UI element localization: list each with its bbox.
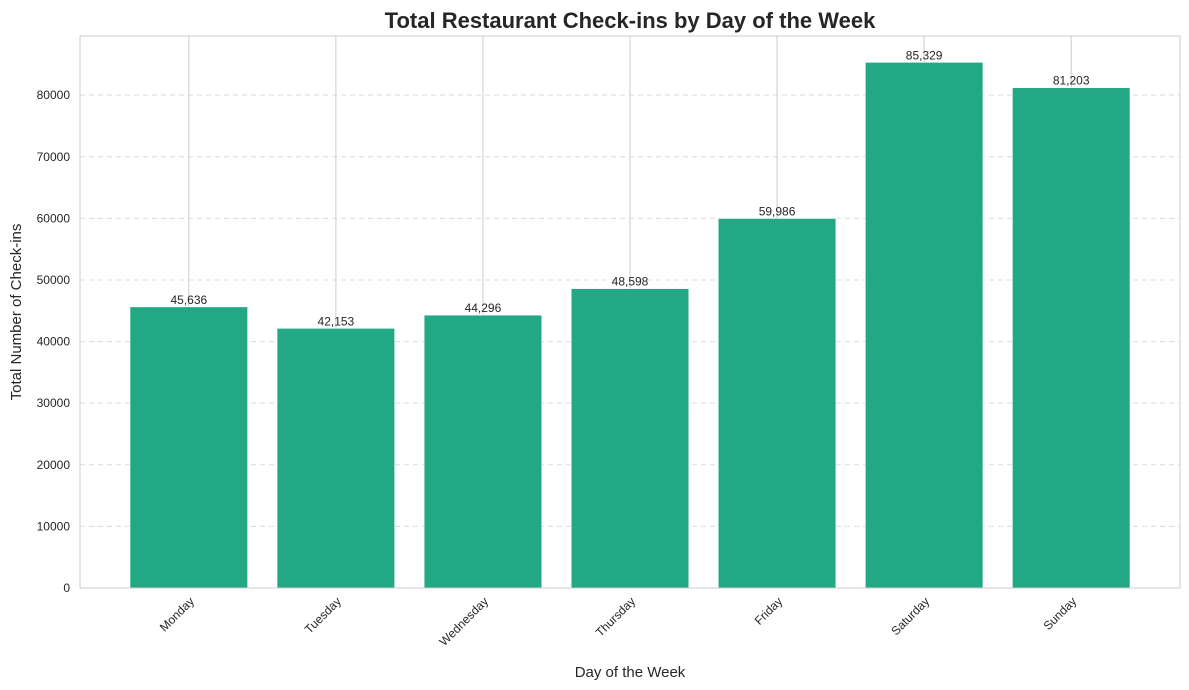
data-label: 48,598: [612, 275, 649, 289]
x-tick-label: Saturday: [888, 594, 932, 638]
bar-monday: [129, 306, 248, 589]
x-tick-label: Monday: [157, 594, 197, 634]
x-axis-label: Day of the Week: [575, 664, 686, 681]
bar-wednesday: [423, 314, 543, 589]
x-tick-label: Thursday: [593, 594, 638, 639]
y-axis-label: Total Number of Check-ins: [8, 224, 25, 401]
chart-title: Total Restaurant Check-ins by Day of the…: [385, 8, 876, 33]
data-label: 44,296: [465, 301, 502, 315]
bar-saturday: [864, 62, 984, 589]
y-tick-label: 10000: [37, 519, 71, 533]
y-tick-label: 20000: [37, 458, 71, 472]
data-label: 42,153: [318, 314, 355, 328]
y-tick-label: 0: [63, 581, 70, 595]
x-tick-label: Wednesday: [437, 594, 492, 649]
data-label: 81,203: [1053, 74, 1090, 88]
y-tick-label: 80000: [37, 88, 71, 102]
y-tick-label: 40000: [37, 335, 71, 349]
x-tick-label: Tuesday: [302, 594, 344, 636]
plot-frame: [79, 35, 1181, 589]
bar-tuesday: [276, 328, 396, 589]
bar-thursday: [570, 288, 690, 589]
data-label: 45,636: [170, 293, 207, 307]
bar-sunday: [1012, 87, 1131, 589]
y-tick-label: 50000: [37, 273, 71, 287]
y-tick-label: 30000: [37, 396, 71, 410]
data-label: 85,329: [906, 48, 943, 62]
x-tick-label: Friday: [752, 594, 785, 627]
bar-friday: [717, 218, 837, 589]
y-tick-label: 60000: [37, 211, 71, 225]
data-label: 59,986: [759, 204, 796, 218]
y-tick-label: 70000: [37, 150, 71, 164]
x-tick-label: Sunday: [1041, 594, 1080, 633]
